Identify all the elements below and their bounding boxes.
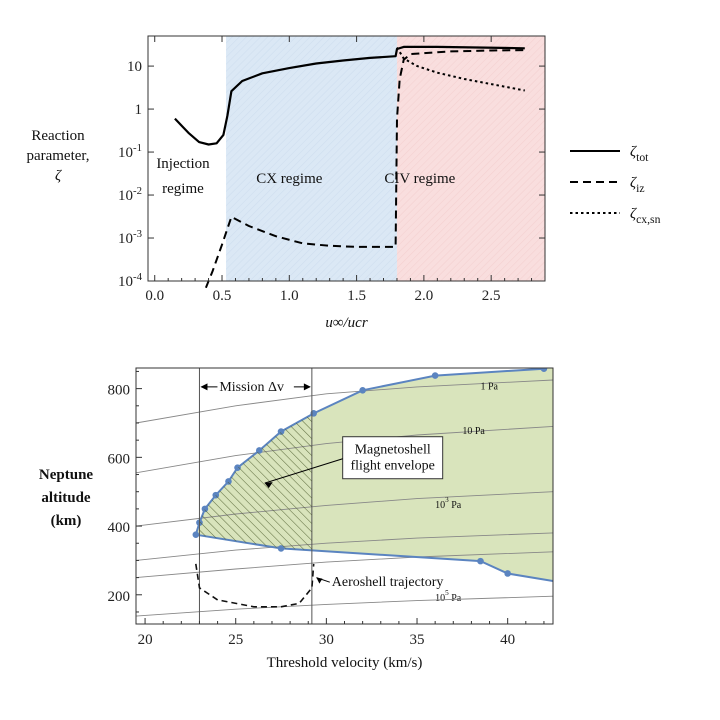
region-label: regime bbox=[162, 181, 204, 197]
series-line-iz bbox=[204, 49, 525, 289]
legend-symbol: ζ bbox=[630, 144, 637, 160]
envelope-pointer-head bbox=[264, 482, 273, 489]
x-tick-label: 2.0 bbox=[415, 288, 434, 304]
x-axis-label: Threshold velocity (km/s) bbox=[267, 655, 423, 671]
isobar-label-2-base: 10 bbox=[435, 500, 445, 511]
mission-dv-label: Mission Δv bbox=[219, 380, 284, 395]
aeroshell-trajectory-line bbox=[195, 563, 315, 608]
aeroshell-pointer-head bbox=[316, 577, 323, 584]
x-tick-label: 0.5 bbox=[213, 288, 232, 304]
y-tick-label: 10-4 bbox=[118, 271, 143, 290]
y-axis-label: Reaction bbox=[31, 128, 85, 144]
region-label: CX regime bbox=[256, 171, 323, 187]
isobar-label-2-exponent: 3 bbox=[445, 496, 449, 504]
series-line-tot bbox=[174, 45, 525, 146]
isobar-label-1: 10 Pa bbox=[462, 426, 485, 437]
legend-symbol: ζ bbox=[630, 175, 637, 191]
plot-frame bbox=[147, 35, 546, 282]
legend-subscript: tot bbox=[636, 151, 649, 164]
upper-boundary-point bbox=[192, 531, 200, 538]
dv-arrowhead-right bbox=[303, 383, 311, 391]
x-tick-label: 35 bbox=[410, 632, 425, 648]
legend-symbol: ζ bbox=[630, 206, 637, 222]
y-axis-label: parameter, bbox=[26, 148, 89, 164]
isobar-label-1-base: 10 Pa bbox=[462, 426, 485, 437]
isobar-label-3-exponent: 5 bbox=[445, 589, 449, 597]
y-axis-label: (km) bbox=[51, 513, 82, 529]
y-tick-label: 400 bbox=[108, 520, 131, 536]
x-tick-label: 1.0 bbox=[280, 288, 299, 304]
region-label: CIV regime bbox=[384, 171, 455, 187]
y-tick-label-base: 10 bbox=[118, 188, 133, 204]
y-tick-label: 10 bbox=[127, 59, 142, 75]
y-tick-label-base: 10 bbox=[118, 145, 133, 161]
y-tick-label: 10-3 bbox=[118, 228, 142, 247]
x-tick-label: 1.5 bbox=[347, 288, 366, 304]
envelope-hatch bbox=[199, 414, 312, 551]
legend-subscript: iz bbox=[636, 182, 644, 195]
isobar-label-2: 103 Pa bbox=[435, 496, 462, 511]
series-line-cx-sn bbox=[396, 46, 525, 92]
y-tick-label-exponent: -2 bbox=[133, 185, 142, 197]
legend-subscript: cx,sn bbox=[636, 213, 661, 226]
isobar-unit: Pa bbox=[449, 593, 462, 604]
isobar-label-0-base: 1 Pa bbox=[480, 382, 498, 393]
region-2-hatch bbox=[396, 36, 545, 281]
x-tick-label: 20 bbox=[138, 632, 153, 648]
legend-entry-0: ζtot bbox=[630, 144, 649, 164]
legend-entry-1: ζiz bbox=[630, 175, 645, 195]
envelope-label: flight envelope bbox=[350, 459, 434, 474]
y-tick-label-base: 10 bbox=[118, 274, 133, 290]
lower-boundary-point bbox=[504, 570, 511, 577]
reaction-parameter-chart: Injection regime CX regime CIV regime 0.0 0.5… bbox=[26, 35, 661, 331]
y-axis-label: ζ bbox=[55, 168, 62, 184]
isobar-unit: Pa bbox=[449, 500, 462, 511]
x-axis-label: u∞/ucr bbox=[325, 315, 368, 331]
y-tick-label: 800 bbox=[108, 383, 131, 399]
legend-entry-2: ζcx,sn bbox=[630, 206, 661, 226]
y-axis-label: Neptune bbox=[39, 467, 94, 483]
isobar-line-3 bbox=[136, 551, 553, 579]
isobar-line-4 bbox=[136, 595, 553, 617]
hatch-group bbox=[199, 414, 312, 551]
y-axis-label: altitude bbox=[41, 490, 91, 506]
x-tick-label: 30 bbox=[319, 632, 334, 648]
y-tick-label-base: 10 bbox=[118, 231, 133, 247]
lower-boundary-point bbox=[477, 557, 484, 565]
dv-arrowhead-left bbox=[200, 383, 208, 391]
aeroshell-label: Aeroshell trajectory bbox=[332, 575, 444, 590]
envelope-label-box bbox=[342, 436, 444, 480]
isobar-line-1 bbox=[136, 425, 553, 474]
y-tick-label-base: 10 bbox=[127, 59, 142, 75]
upper-boundary-point bbox=[431, 372, 439, 379]
y-tick-label: 1 bbox=[135, 102, 143, 118]
envelope-pointer bbox=[264, 458, 343, 484]
y-tick-label-exponent: -4 bbox=[133, 271, 143, 283]
upper-boundary-point bbox=[540, 368, 548, 372]
isobar-label-3: 105 Pa bbox=[435, 589, 462, 604]
isobar-line-5 bbox=[136, 532, 553, 561]
upper-boundary-point bbox=[359, 387, 366, 394]
x-tick-label: 25 bbox=[228, 632, 243, 648]
region-0-fill bbox=[148, 36, 227, 281]
y-tick-label-base: 1 bbox=[135, 102, 143, 118]
x-tick-label: 0.0 bbox=[145, 288, 164, 304]
x-tick-label: 40 bbox=[500, 632, 515, 648]
y-tick-label: 10-1 bbox=[118, 142, 142, 161]
isobar-label-0: 1 Pa bbox=[480, 382, 498, 393]
y-tick-label: 10-2 bbox=[118, 185, 142, 204]
y-tick-label: 600 bbox=[108, 451, 131, 467]
envelope-label: Magnetoshell bbox=[355, 443, 431, 458]
isobar-line-0 bbox=[136, 379, 553, 424]
region-label: Injection bbox=[156, 156, 210, 172]
x-tick-label: 2.5 bbox=[482, 288, 501, 304]
y-tick-label-exponent: -3 bbox=[133, 228, 142, 240]
y-tick-label-exponent: -1 bbox=[133, 142, 142, 154]
y-tick-label: 200 bbox=[108, 589, 131, 605]
isobar-label-3-base: 10 bbox=[435, 593, 445, 604]
